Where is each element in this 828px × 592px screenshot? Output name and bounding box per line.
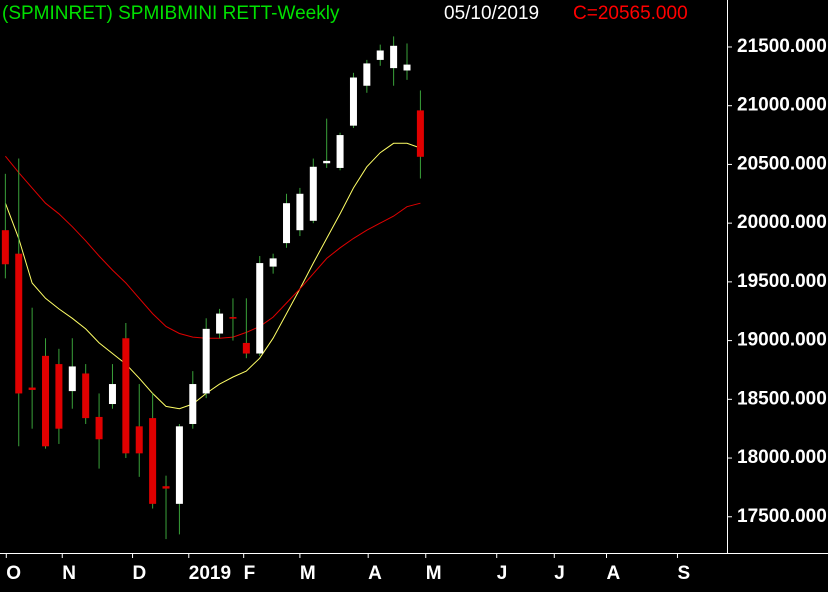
x-tick-label: N — [62, 563, 76, 584]
y-tick-label: 21500.000 — [737, 36, 827, 57]
y-tick-label: 20500.000 — [737, 153, 827, 174]
close-label: C=20565.000 — [573, 3, 688, 24]
candle-body — [216, 313, 224, 334]
x-tick-label: M — [426, 563, 442, 584]
chart-title: (SPMINRET) SPMIBMINI RETT-Weekly — [2, 3, 340, 24]
x-tick-label: 2019 — [189, 563, 231, 584]
y-tick-label: 19500.000 — [737, 271, 827, 292]
candle-body — [309, 166, 317, 221]
x-tick-label: A — [368, 563, 382, 584]
candle-body — [175, 426, 183, 504]
candle-body — [242, 342, 250, 354]
x-tick-label: M — [300, 563, 316, 584]
candle-body — [390, 45, 398, 69]
candle-body — [336, 135, 344, 168]
candle-body — [42, 355, 50, 447]
candle-body — [1, 230, 9, 265]
candle-body — [108, 384, 116, 405]
chart-date: 05/10/2019 — [444, 3, 539, 24]
candle-body — [269, 258, 277, 267]
x-tick-label: J — [554, 563, 565, 584]
candle-body — [256, 263, 264, 354]
candle-body — [189, 384, 197, 424]
candle-body — [403, 64, 411, 71]
moving-average — [5, 155, 421, 339]
y-tick-label: 21000.000 — [737, 95, 827, 116]
candle-body — [229, 317, 237, 319]
candle-body — [162, 486, 170, 489]
candle-body — [68, 366, 76, 392]
candle-body — [202, 328, 210, 394]
candle-body — [376, 50, 384, 60]
y-tick-label: 18500.000 — [737, 388, 827, 409]
candle-body — [135, 426, 143, 454]
x-tick-label: F — [244, 563, 256, 584]
y-tick-label: 20000.000 — [737, 212, 827, 233]
candle-body — [82, 373, 90, 419]
candle-body — [349, 77, 357, 126]
candle-body — [323, 160, 331, 164]
candle-body — [416, 110, 424, 157]
x-tick-label: O — [6, 563, 21, 584]
candle-body — [15, 253, 23, 394]
candle-body — [283, 203, 291, 244]
candle-body — [95, 416, 103, 440]
candle-body — [296, 193, 304, 231]
x-tick-label: D — [133, 563, 147, 584]
candle-body — [28, 387, 36, 390]
x-tick-label: A — [607, 563, 621, 584]
candle-body — [149, 418, 157, 504]
candle-body — [55, 364, 63, 429]
y-tick-label: 17500.000 — [737, 506, 827, 527]
x-tick-label: J — [497, 563, 508, 584]
y-tick-label: 19000.000 — [737, 330, 827, 351]
candle-body — [122, 338, 130, 454]
x-tick-label: S — [677, 563, 690, 584]
y-tick-label: 18000.000 — [737, 447, 827, 468]
candle-body — [363, 63, 371, 86]
moving-average — [4, 142, 421, 410]
